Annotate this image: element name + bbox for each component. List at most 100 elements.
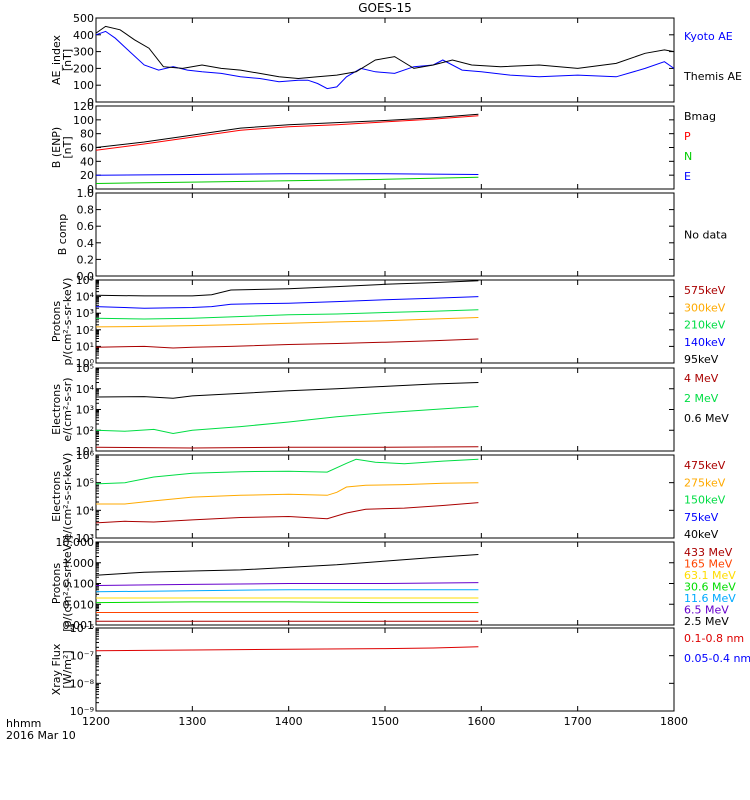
y-tick-label: 10.000 bbox=[56, 536, 95, 549]
x-tick-label: 1700 bbox=[564, 715, 592, 728]
figure-title: GOES-15 bbox=[358, 1, 412, 15]
legend-label: 11.6 MeV bbox=[684, 592, 736, 605]
y-axis-unit-label: [W/m²] bbox=[61, 650, 74, 688]
series-line-e bbox=[95, 173, 479, 176]
panel-protons_low: 10⁰ 10¹ 10² 10³ 10⁴ 10⁵ Protonsp/(cm²-s-sr-keV… bbox=[50, 274, 726, 370]
panel-b_comp: 0.0 0.2 0.4 0.6 0.8 1.0 B comp No data bbox=[56, 187, 727, 283]
legend-label: N bbox=[684, 150, 692, 163]
legend-label: P bbox=[684, 130, 691, 143]
y-tick-label: 0.4 bbox=[77, 237, 95, 250]
y-axis-label: Xray Flux bbox=[50, 643, 63, 695]
y-tick-label: 0.0 bbox=[77, 270, 95, 283]
y-tick-label: 10⁴ bbox=[76, 383, 95, 396]
series-line-95kev bbox=[95, 280, 479, 297]
y-axis-label: Protons bbox=[50, 301, 63, 342]
y-tick-label: 20 bbox=[80, 169, 94, 182]
y-tick-label: 0.8 bbox=[77, 204, 95, 217]
y-axis-unit-label: [nT] bbox=[61, 49, 74, 71]
series-line-275kev bbox=[96, 482, 479, 505]
series-line-4-mev bbox=[95, 446, 479, 449]
y-tick-label: 0 bbox=[87, 96, 94, 109]
y-tick-label: 1.000 bbox=[63, 557, 95, 570]
y-axis-unit-label: p/(cm²-s-sr-keV) bbox=[61, 278, 74, 366]
y-tick-label: 1.0 bbox=[77, 187, 95, 200]
y-tick-label: 10⁶ bbox=[76, 449, 95, 462]
y-axis-label: Electrons bbox=[50, 384, 63, 435]
series-line-n bbox=[95, 176, 479, 184]
legend-label: 75keV bbox=[684, 511, 719, 524]
series-line-0-1-0-8-nm bbox=[95, 646, 479, 652]
panel-frame bbox=[95, 454, 675, 539]
series-line-0-6-mev bbox=[95, 382, 479, 399]
legend-label: 165 MeV bbox=[684, 558, 733, 571]
legend-label: 2.5 MeV bbox=[684, 615, 729, 628]
series-line-2-5-mev bbox=[95, 554, 479, 576]
y-tick-label: 40 bbox=[80, 155, 94, 168]
x-tick-label: 1800 bbox=[660, 715, 688, 728]
y-tick-label: 0.100 bbox=[63, 578, 95, 591]
x-tick-label: 1500 bbox=[371, 715, 399, 728]
no-data-note: No data bbox=[684, 229, 727, 242]
series-line-11-6-mev bbox=[95, 589, 479, 593]
y-tick-label: 10³ bbox=[76, 404, 94, 417]
legend-label: Kyoto AE bbox=[684, 30, 733, 43]
legend-label: 4 MeV bbox=[684, 372, 719, 385]
y-tick-label: 10⁰ bbox=[76, 357, 95, 370]
x-tick-label: 1300 bbox=[178, 715, 206, 728]
y-tick-label: 10⁵ bbox=[76, 274, 94, 287]
y-tick-label: 10² bbox=[76, 424, 94, 437]
y-tick-label: 400 bbox=[73, 29, 94, 42]
y-axis-unit-label: e/(cm²-s-sr-keV) bbox=[61, 453, 74, 541]
series-line-150kev bbox=[95, 458, 479, 485]
panel-frame bbox=[95, 627, 675, 712]
y-tick-label: 120 bbox=[73, 100, 94, 113]
y-tick-label: 80 bbox=[80, 128, 94, 141]
y-axis-label: Protons bbox=[50, 563, 63, 604]
y-axis-unit-label: [nT] bbox=[61, 136, 74, 158]
y-tick-label: 10⁴ bbox=[76, 504, 95, 517]
panel-frame bbox=[95, 367, 675, 452]
y-axis-label: Electrons bbox=[50, 471, 63, 522]
legend-label: 40keV bbox=[684, 528, 719, 541]
y-tick-label: 10⁻⁷ bbox=[70, 650, 94, 663]
time-label-date: 2016 Mar 10 bbox=[6, 729, 76, 742]
panel-frame bbox=[95, 105, 675, 190]
series-line-475kev bbox=[95, 502, 479, 524]
y-tick-label: 10¹ bbox=[76, 445, 94, 458]
legend-label: 475keV bbox=[684, 459, 726, 472]
y-axis-label: B (ENP) bbox=[50, 127, 63, 168]
series-line-p bbox=[95, 115, 479, 151]
y-tick-label: 10³ bbox=[76, 532, 94, 545]
y-tick-label: 10⁵ bbox=[76, 362, 94, 375]
series-line-themis-ae bbox=[95, 25, 675, 80]
legend-label: Bmag bbox=[684, 110, 716, 123]
panel-frame bbox=[95, 279, 675, 364]
y-tick-label: 100 bbox=[73, 79, 94, 92]
legend-label: 0.1-0.8 nm bbox=[684, 632, 744, 645]
series-line-300kev bbox=[95, 317, 479, 328]
x-tick-label: 1600 bbox=[467, 715, 495, 728]
series-line-140kev bbox=[95, 296, 479, 309]
y-tick-label: 0.2 bbox=[77, 253, 95, 266]
legend-label: 300keV bbox=[684, 301, 726, 314]
x-tick-label: 1400 bbox=[275, 715, 303, 728]
legend-label: 433 MeV bbox=[684, 546, 733, 559]
series-line-2-mev bbox=[95, 406, 479, 435]
y-tick-label: 60 bbox=[80, 142, 94, 155]
panel-xray_flux: 10⁻⁹ 10⁻⁸ 10⁻⁷ 10⁻⁶ Xray Flux[W/m²] 0.1-0.8 n… bbox=[50, 622, 750, 718]
y-tick-label: 10⁴ bbox=[76, 291, 95, 304]
legend-label: 575keV bbox=[684, 284, 726, 297]
series-line-575kev bbox=[95, 338, 479, 349]
legend-label: 95keV bbox=[684, 353, 719, 366]
panel-protons_mev: 0.001 0.010 0.100 1.000 10.000 Protons[p/(cm²… bbox=[50, 535, 736, 632]
panel-frame bbox=[95, 192, 675, 277]
legend-label: 210keV bbox=[684, 319, 726, 332]
legend-label: Themis AE bbox=[683, 70, 742, 83]
legend-label: 63.1 MeV bbox=[684, 569, 736, 582]
series-line-bmag bbox=[95, 113, 479, 148]
legend-label: 0.05-0.4 nm bbox=[684, 652, 750, 665]
y-axis-label: AE_index bbox=[50, 34, 63, 85]
y-axis-unit-label: e/(cm²-s-sr) bbox=[61, 377, 74, 441]
